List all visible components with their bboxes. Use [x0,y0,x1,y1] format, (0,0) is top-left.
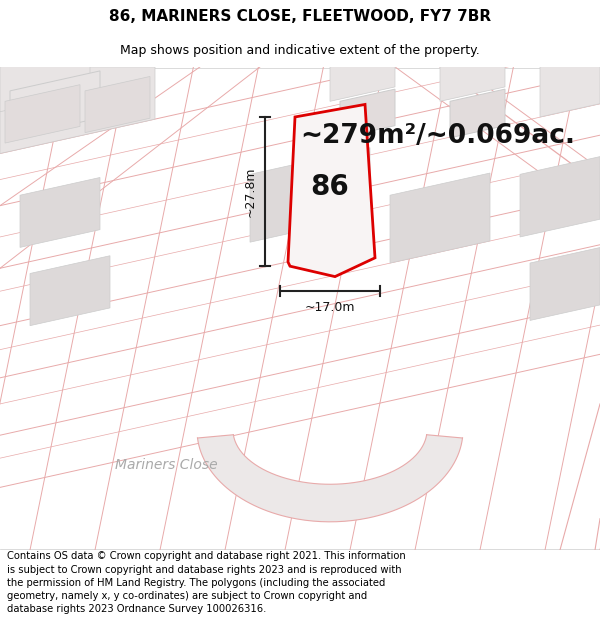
Text: ~27.8m: ~27.8m [244,166,257,217]
Polygon shape [10,71,100,138]
Polygon shape [540,54,600,117]
Polygon shape [330,52,395,101]
Text: ~17.0m: ~17.0m [305,301,355,314]
Polygon shape [340,89,395,138]
Polygon shape [520,157,600,237]
Text: 86, MARINERS CLOSE, FLEETWOOD, FY7 7BR: 86, MARINERS CLOSE, FLEETWOOD, FY7 7BR [109,9,491,24]
Polygon shape [250,148,370,242]
Polygon shape [5,84,80,143]
Polygon shape [440,52,505,101]
Polygon shape [20,177,100,248]
Text: Mariners Close: Mariners Close [115,458,218,472]
Polygon shape [450,89,505,138]
Polygon shape [0,47,90,112]
Polygon shape [390,173,490,263]
Text: ~279m²/~0.069ac.: ~279m²/~0.069ac. [300,122,575,149]
Polygon shape [197,435,463,522]
Text: Contains OS data © Crown copyright and database right 2021. This information
is : Contains OS data © Crown copyright and d… [7,551,406,614]
Polygon shape [0,67,155,154]
Polygon shape [288,104,375,277]
Text: Map shows position and indicative extent of the property.: Map shows position and indicative extent… [120,44,480,57]
Text: 86: 86 [311,173,349,201]
Polygon shape [30,256,110,326]
Polygon shape [530,248,600,321]
Polygon shape [85,76,150,132]
